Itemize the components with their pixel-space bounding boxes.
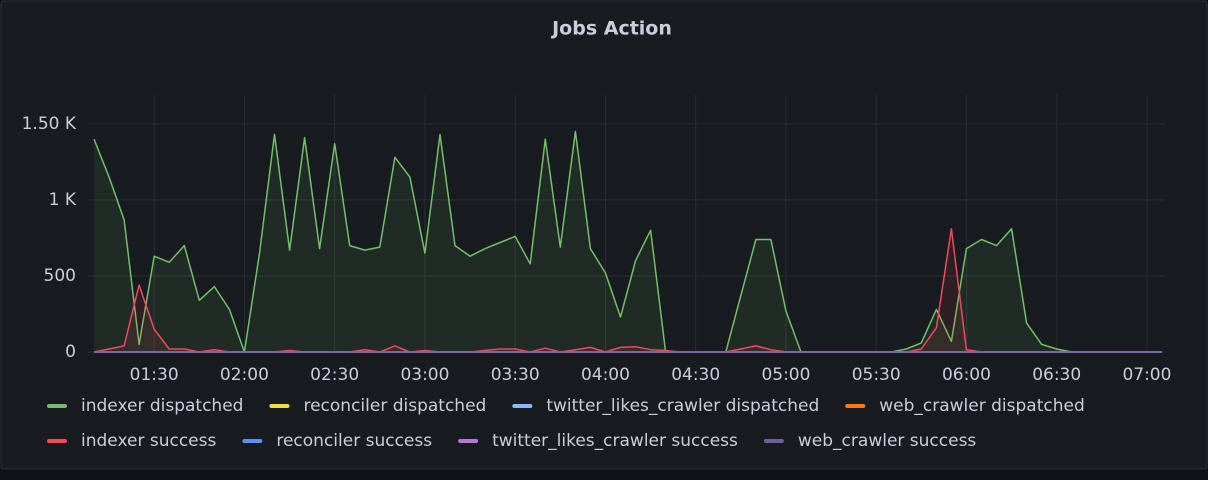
series-area bbox=[94, 131, 1162, 352]
legend-label: reconciler dispatched bbox=[303, 396, 486, 416]
legend-swatch bbox=[47, 404, 67, 408]
legend-item: reconciler dispatched bbox=[269, 396, 486, 416]
legend-item: web_crawler success bbox=[763, 431, 977, 451]
legend-swatch bbox=[845, 404, 866, 408]
legend-swatch bbox=[458, 439, 479, 443]
legend-label: web_crawler dispatched bbox=[879, 396, 1085, 416]
chart-title: Jobs Action bbox=[550, 18, 672, 40]
x-tick-label: 06:00 bbox=[942, 365, 991, 385]
legend-label: twitter_likes_crawler success bbox=[492, 431, 738, 451]
legend-item: indexer success bbox=[47, 431, 216, 451]
legend-swatch bbox=[47, 439, 67, 443]
y-tick-label: 1 K bbox=[49, 190, 77, 210]
x-tick-label: 03:30 bbox=[491, 365, 540, 385]
legend-label: indexer success bbox=[81, 431, 216, 451]
legend-swatch bbox=[269, 404, 290, 408]
y-tick-label: 0 bbox=[65, 342, 76, 362]
y-tick-label: 500 bbox=[44, 266, 76, 286]
legend-label: twitter_likes_crawler dispatched bbox=[546, 396, 819, 416]
legend-swatch bbox=[763, 439, 784, 443]
x-tick-label: 02:00 bbox=[220, 365, 269, 385]
x-tick-label: 03:00 bbox=[400, 365, 449, 385]
x-tick-label: 02:30 bbox=[310, 365, 359, 385]
legend-item: twitter_likes_crawler dispatched bbox=[512, 396, 819, 416]
legend-swatch bbox=[242, 439, 263, 443]
x-tick-label: 06:30 bbox=[1032, 365, 1081, 385]
series-line bbox=[93, 130, 1162, 353]
y-tick-label: 1.50 K bbox=[22, 114, 77, 134]
x-tick-label: 04:00 bbox=[581, 365, 630, 385]
x-tick-label: 07:00 bbox=[1122, 365, 1171, 385]
legend-label: web_crawler success bbox=[798, 431, 977, 451]
legend-item: twitter_likes_crawler success bbox=[458, 431, 738, 451]
legend-item: web_crawler dispatched bbox=[845, 396, 1085, 416]
legend-label: reconciler success bbox=[276, 431, 432, 451]
legend-swatch bbox=[512, 404, 533, 408]
x-tick-label: 05:00 bbox=[761, 365, 810, 385]
legend-label: indexer dispatched bbox=[81, 396, 243, 416]
x-tick-label: 05:30 bbox=[852, 365, 901, 385]
legend-item: indexer dispatched bbox=[47, 396, 243, 416]
x-tick-label: 04:30 bbox=[671, 365, 720, 385]
x-tick-label: 01:30 bbox=[130, 365, 179, 385]
series-area bbox=[94, 228, 1162, 352]
legend-item: reconciler success bbox=[242, 431, 432, 451]
